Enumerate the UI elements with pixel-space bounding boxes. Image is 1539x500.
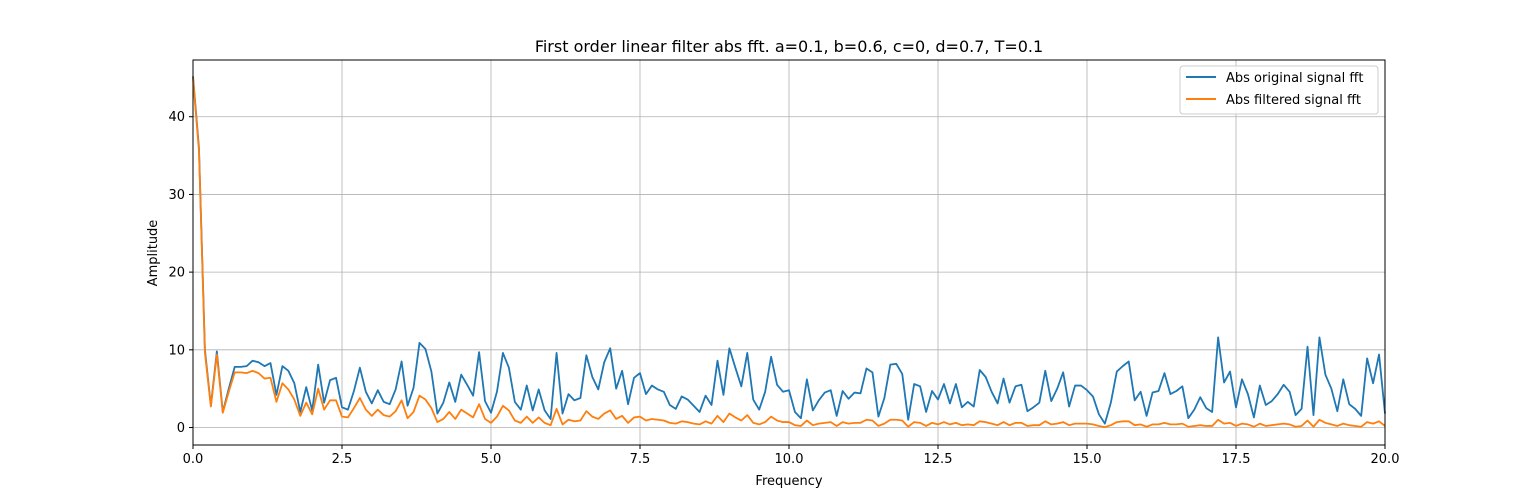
y-tick-label: 10 [168,343,185,358]
x-tick-label: 20.0 [1371,452,1400,467]
x-tick-label: 15.0 [1073,452,1102,467]
x-tick-label: 17.5 [1222,452,1251,467]
x-tick-label: 5.0 [481,452,502,467]
legend: Abs original signal fft Abs filtered sig… [1179,65,1379,115]
x-tick-label: 12.5 [924,452,953,467]
series-original-line [192,76,1386,425]
y-tick-label: 0 [177,421,185,436]
x-tick-label: 0.0 [183,452,204,467]
y-axis: 0 10 20 30 40 [168,110,193,436]
legend-label-filtered: Abs filtered signal fft [1226,93,1361,108]
y-axis-label: Amplitude [146,220,161,287]
y-tick-label: 40 [168,110,185,125]
x-tick-label: 2.5 [332,452,353,467]
series-layer [192,76,1386,429]
series-filtered-line [192,77,1386,429]
x-axis-label: Frequency [755,474,822,489]
x-tick-label: 7.5 [630,452,651,467]
legend-label-original: Abs original signal fft [1226,71,1363,86]
legend-box [1179,65,1379,115]
y-tick-label: 20 [168,266,185,281]
x-axis: 0.0 2.5 5.0 7.5 10.0 12.5 15.0 17.5 20.0 [183,445,1400,467]
x-tick-label: 10.0 [775,452,804,467]
y-tick-label: 30 [168,188,185,203]
chart-title: First order linear filter abs fft. a=0.1… [535,37,1043,56]
